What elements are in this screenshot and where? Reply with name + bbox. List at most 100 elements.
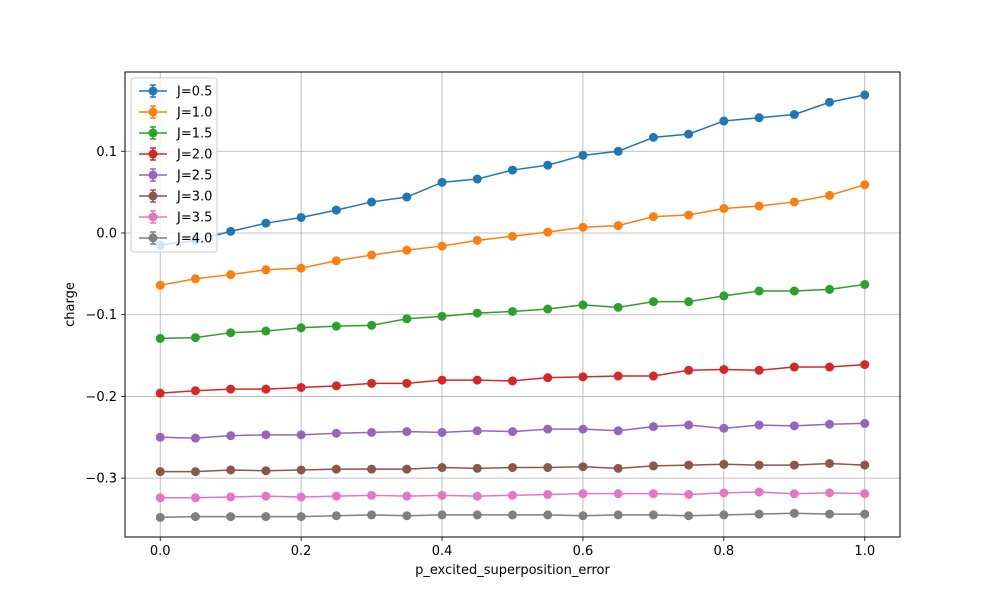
data-point: [684, 297, 694, 307]
data-point: [860, 360, 870, 370]
data-point: [331, 381, 341, 391]
data-point: [190, 333, 200, 343]
data-point: [578, 462, 588, 472]
data-point: [190, 467, 200, 477]
data-point: [472, 174, 482, 184]
legend-box: [130, 77, 218, 253]
data-point: [754, 460, 764, 470]
data-point: [402, 378, 412, 388]
data-point: [437, 427, 447, 437]
data-point: [613, 489, 623, 499]
data-point: [543, 373, 553, 383]
data-point: [648, 371, 658, 381]
data-point: [296, 492, 306, 502]
data-point: [789, 460, 799, 470]
data-point: [402, 314, 412, 324]
data-point: [789, 489, 799, 499]
data-point: [437, 490, 447, 500]
series-layer: [155, 90, 870, 522]
data-point: [367, 197, 377, 207]
data-point: [648, 212, 658, 222]
data-point: [437, 463, 447, 473]
data-point: [613, 302, 623, 312]
data-point: [860, 279, 870, 289]
data-point: [296, 323, 306, 333]
ticks: 0.0 0.2 0.4 0.6 0.8 1.0 0.1 0.0 −0.1 −0.2 −0.3: [85, 145, 875, 559]
legend-label: J=3.0: [176, 190, 212, 205]
data-point: [472, 510, 482, 520]
data-point: [825, 488, 835, 498]
data-point: [508, 231, 517, 241]
x-tick-label: 1.0: [854, 544, 875, 559]
data-point: [155, 333, 165, 343]
data-point: [508, 165, 517, 175]
data-point: [719, 423, 729, 433]
data-point: [226, 512, 236, 522]
data-point: [543, 304, 553, 314]
legend-item: J=3.5: [139, 210, 212, 226]
data-point: [296, 465, 306, 475]
legend-label: J=3.5: [176, 211, 212, 226]
series-J=1.5: [155, 279, 870, 343]
legend-marker: [148, 128, 158, 138]
x-axis-label: p_excited_superposition_error: [415, 563, 610, 578]
data-point: [613, 371, 623, 381]
data-point: [789, 508, 799, 518]
y-tick-label: −0.3: [85, 472, 117, 487]
data-point: [613, 463, 623, 473]
data-point: [261, 218, 271, 228]
data-point: [296, 382, 306, 392]
data-point: [825, 362, 835, 372]
data-point: [543, 510, 553, 520]
data-point: [331, 428, 341, 438]
data-point: [226, 492, 236, 502]
data-point: [226, 384, 236, 394]
legend-item: J=3.0: [139, 189, 212, 205]
series-J=3.5: [155, 487, 870, 503]
data-point: [155, 493, 165, 503]
data-point: [648, 510, 658, 520]
series-J=3.0: [155, 458, 870, 477]
data-point: [472, 308, 482, 318]
legend-item: J=2.0: [139, 147, 212, 163]
data-point: [402, 511, 412, 521]
data-point: [331, 321, 341, 331]
series-J=2.5: [155, 418, 870, 443]
data-point: [754, 487, 764, 497]
data-point: [437, 311, 447, 321]
legend-marker: [148, 86, 158, 96]
legend-item: J=1.5: [139, 126, 212, 142]
data-point: [226, 465, 236, 475]
data-point: [367, 427, 377, 437]
legend-marker: [148, 149, 158, 159]
legend-label: J=1.0: [176, 106, 212, 121]
data-point: [613, 426, 623, 436]
data-point: [684, 129, 694, 139]
data-point: [472, 375, 482, 385]
data-point: [296, 263, 306, 273]
data-point: [860, 90, 870, 100]
data-point: [226, 270, 236, 280]
data-point: [719, 459, 729, 469]
data-point: [684, 420, 694, 430]
data-point: [578, 511, 588, 521]
data-point: [402, 245, 412, 255]
data-point: [367, 250, 377, 260]
data-point: [789, 362, 799, 372]
data-point: [261, 430, 271, 440]
data-point: [719, 203, 729, 213]
data-point: [754, 113, 764, 123]
data-point: [437, 375, 447, 385]
data-point: [578, 300, 588, 310]
data-point: [155, 467, 165, 477]
series-J=1.0: [155, 180, 870, 290]
series-J=2.0: [155, 360, 870, 398]
data-point: [367, 320, 377, 330]
data-point: [578, 489, 588, 499]
data-point: [261, 512, 271, 522]
data-point: [719, 116, 729, 126]
data-point: [331, 205, 341, 215]
data-point: [648, 297, 658, 307]
data-point: [578, 424, 588, 434]
